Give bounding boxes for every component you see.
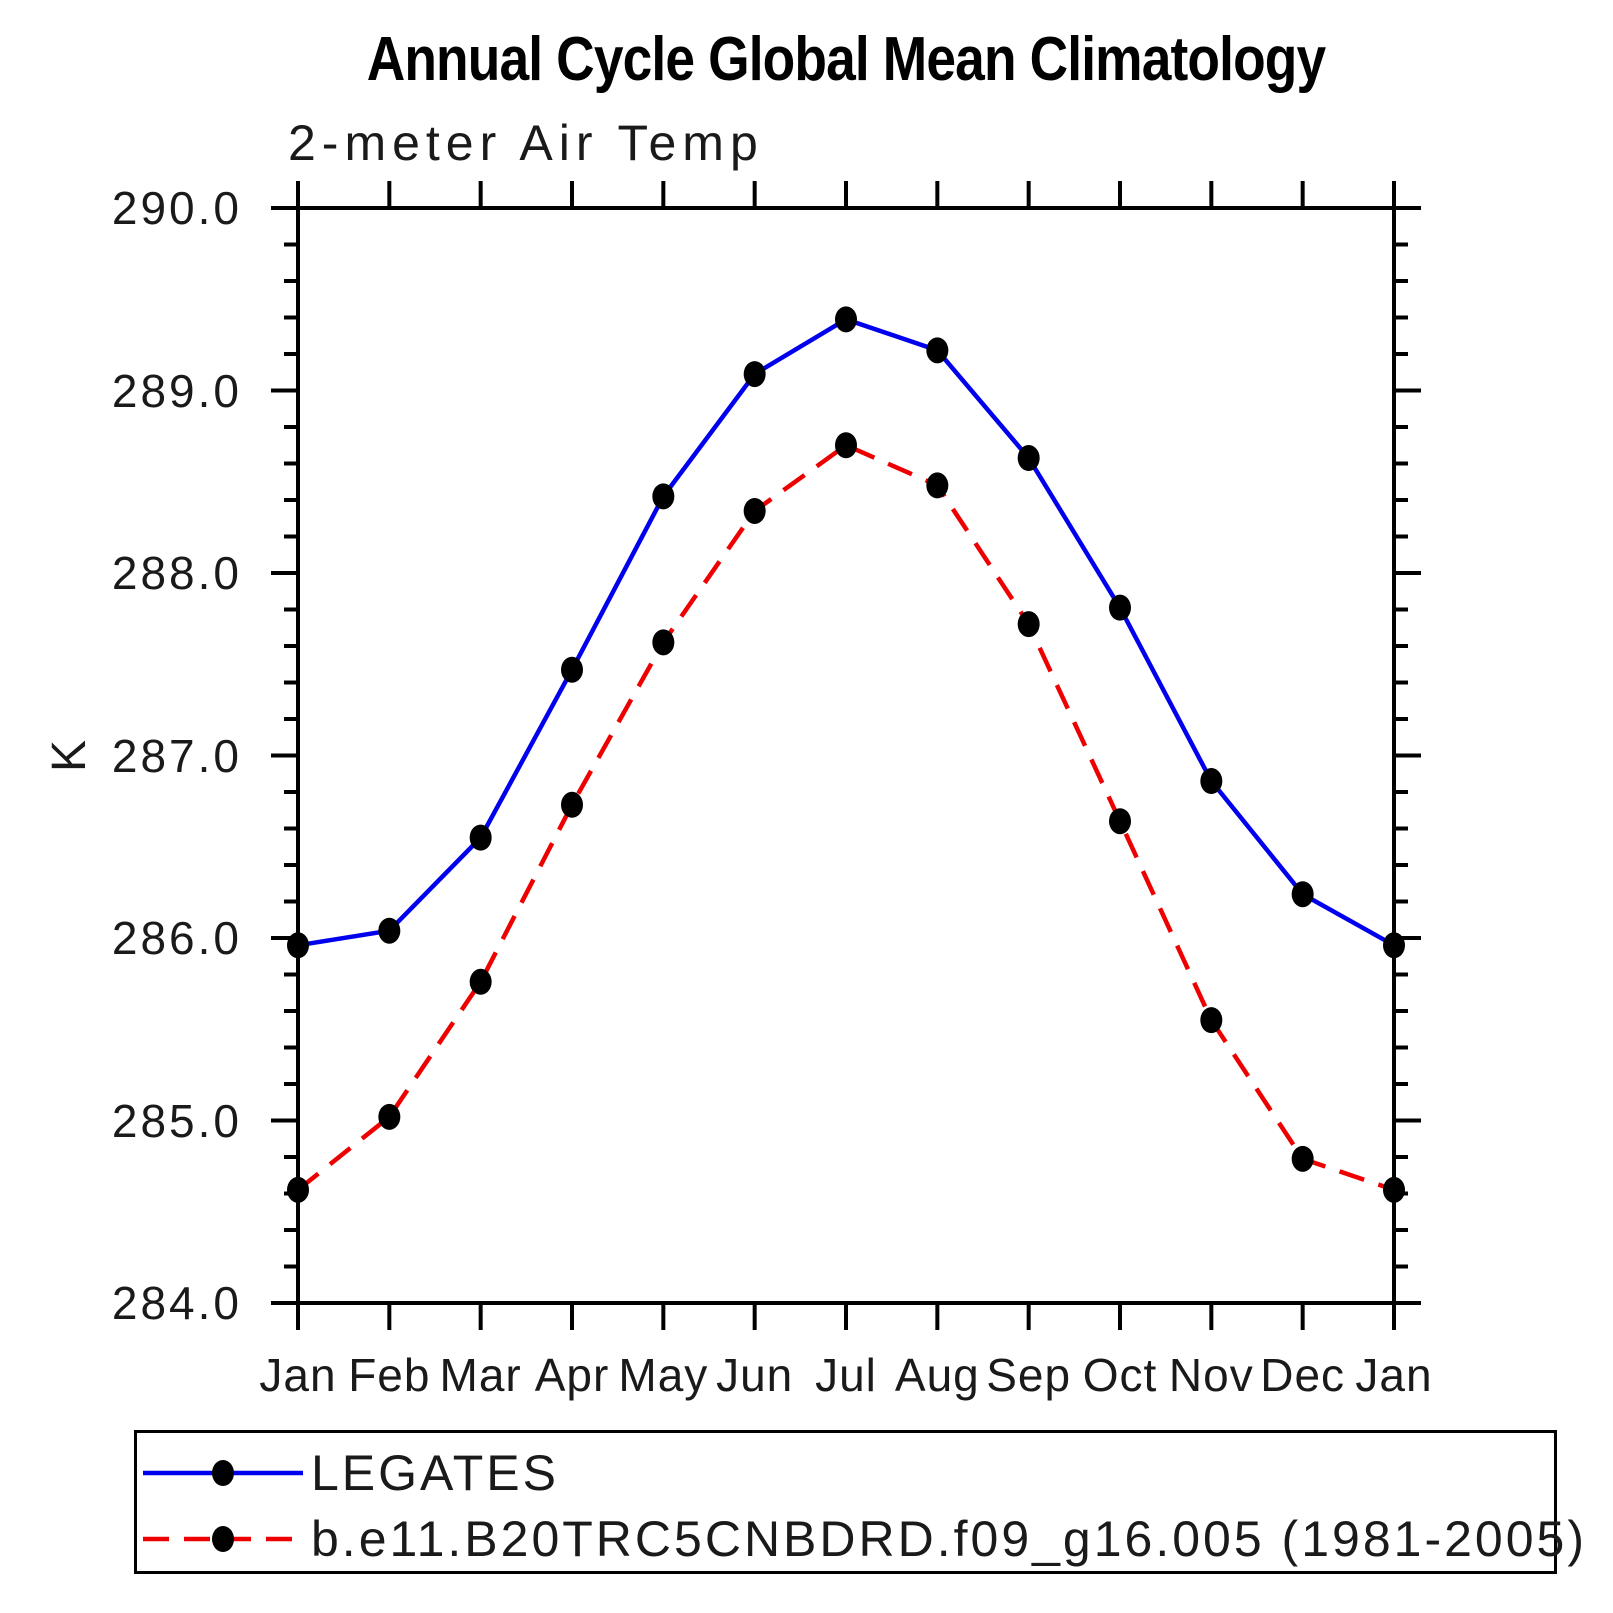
data-point-marker	[835, 432, 857, 459]
x-tick-label: Aug	[894, 1349, 980, 1401]
x-tick-label: Jan	[1355, 1349, 1433, 1401]
data-point-marker	[835, 306, 857, 333]
data-point-marker	[1017, 445, 1040, 472]
legend-label-model: b.e11.B20TRC5CNBDRD.f09_g16.005 (1981-20…	[311, 1511, 1587, 1567]
data-point-marker	[1291, 881, 1314, 908]
x-tick-label: Mar	[439, 1349, 522, 1401]
data-point-marker	[1383, 1176, 1405, 1203]
legend-marker-icon	[212, 1526, 234, 1552]
data-point-marker	[1291, 1145, 1314, 1172]
data-point-marker	[287, 1176, 309, 1203]
data-point-marker	[926, 337, 949, 364]
data-point-marker	[1200, 768, 1223, 795]
data-point-marker	[1383, 932, 1405, 959]
data-point-marker	[652, 629, 675, 656]
x-tick-label: Dec	[1260, 1349, 1346, 1401]
data-point-marker	[1200, 1007, 1223, 1034]
x-tick-label: Oct	[1082, 1349, 1158, 1401]
x-tick-label: Jun	[716, 1349, 794, 1401]
chart-title: Annual Cycle Global Mean Climatology	[366, 25, 1326, 94]
data-point-marker	[1109, 594, 1131, 621]
legend-row-model: b.e11.B20TRC5CNBDRD.f09_g16.005 (1981-20…	[137, 1511, 1587, 1567]
data-point-marker	[1017, 611, 1040, 638]
data-point-marker	[469, 824, 492, 851]
y-tick-label: 284.0	[111, 1277, 242, 1329]
legend-row-legates: LEGATES	[137, 1445, 559, 1501]
y-tick-label: 286.0	[111, 912, 242, 964]
data-point-marker	[743, 361, 766, 388]
legend-sample-legates-line	[143, 1460, 303, 1486]
x-tick-label: Feb	[348, 1349, 431, 1401]
y-tick-label: 289.0	[111, 364, 242, 417]
y-tick-label: 287.0	[111, 729, 242, 782]
y-tick-label: 288.0	[111, 547, 242, 599]
data-point-marker	[469, 968, 492, 995]
y-tick-label: 290.0	[111, 182, 242, 234]
x-tick-label: Jul	[815, 1349, 877, 1401]
y-tick-label: 285.0	[111, 1094, 242, 1147]
data-point-marker	[652, 483, 675, 510]
series-line-legates	[297, 316, 1396, 948]
data-point-marker	[287, 932, 309, 959]
data-point-marker	[1109, 808, 1131, 835]
data-point-marker	[743, 497, 766, 524]
legend-sample-model-line	[143, 1526, 303, 1552]
data-point-marker	[926, 472, 949, 499]
chart-subtitle: 2-meter Air Temp	[288, 115, 764, 171]
data-point-marker	[561, 791, 583, 818]
data-point-marker	[561, 656, 583, 683]
x-tick-label: May	[618, 1349, 709, 1401]
x-tick-label: Nov	[1168, 1349, 1254, 1401]
legend-box: LEGATES b.e11.B20TRC5CNBDRD.f09_g16.005 …	[134, 1430, 1584, 1574]
x-tick-label: Sep	[986, 1349, 1072, 1401]
legend-marker-icon	[212, 1460, 234, 1486]
plot-frame	[296, 206, 1396, 1305]
data-point-marker	[378, 917, 401, 944]
legend-label-legates: LEGATES	[311, 1445, 559, 1501]
data-point-marker	[378, 1103, 401, 1130]
series-line-model	[296, 442, 1395, 1192]
x-tick-label: Jan	[259, 1349, 337, 1401]
x-tick-label: Apr	[534, 1349, 610, 1401]
